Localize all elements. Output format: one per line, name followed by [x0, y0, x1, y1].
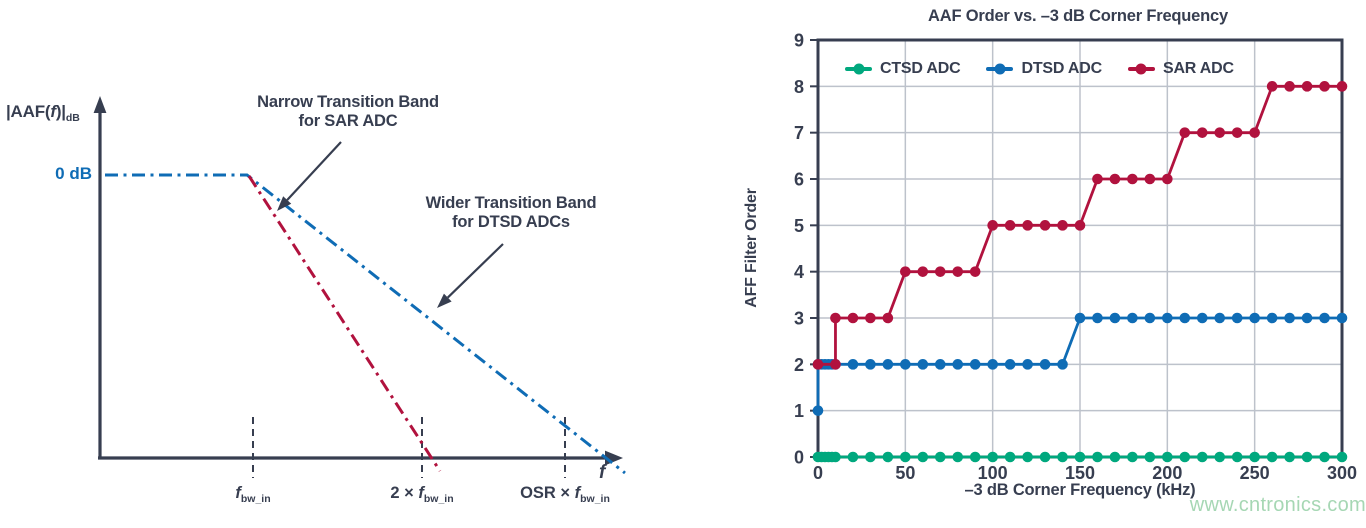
y-tick-label: 3 [794, 309, 804, 329]
axis-ticks-and-labels: 0 1 2 3 4 5 6 7 8 9 0 50 100 150 200 250 300 [794, 31, 1357, 484]
sar-adc-series [812, 81, 1348, 370]
y-tick-label: 9 [794, 31, 804, 51]
aaf-response-plot [93, 96, 626, 478]
x-tick-label: 150 [1065, 463, 1095, 483]
x-tick-label: 50 [895, 463, 915, 483]
aaf-order-plot: 0 1 2 3 4 5 6 7 8 9 0 50 100 150 200 250 300 [794, 31, 1357, 484]
legend: CTSD ADC DTSD ADC SAR ADC [845, 60, 1234, 78]
x-tick-label-osr-fbw: OSR × fbw_in [520, 484, 610, 505]
x-tick-label: 100 [978, 463, 1008, 483]
x-tick-label: 300 [1327, 463, 1357, 483]
sar-response-line [247, 175, 442, 472]
annotation-arrows [277, 141, 504, 308]
x-tick-label: 0 [813, 463, 823, 483]
y-tick-label: 0 [794, 448, 804, 468]
ctsd-dot-icon [853, 63, 864, 75]
watermark: www.cntronics.com [1189, 494, 1366, 516]
ctsd-line-marker-icon [845, 63, 872, 75]
series-markers [812, 81, 1348, 370]
y-tick-label: 6 [794, 170, 804, 190]
y-tick-label: 4 [794, 262, 804, 282]
annotation-narrow-transition-band: Narrow Transition Band for SAR ADC [257, 93, 439, 130]
y-tick-label: 7 [794, 123, 804, 143]
dtsd-response-line [105, 173, 626, 475]
ctsd-adc-series [812, 451, 1348, 463]
sar-line-marker-icon [1127, 63, 1155, 75]
series-markers [812, 451, 1348, 463]
x-axis-frequency-label: f [599, 462, 606, 483]
legend-item-sar: SAR ADC [1127, 60, 1234, 78]
y-tick-label: 5 [794, 216, 804, 236]
dtsd-dot-icon [994, 63, 1006, 75]
legend-item-dtsd: DTSD ADC [986, 60, 1102, 78]
x-tick-label-2x-fbw: 2 × fbw_in [390, 484, 454, 505]
x-axis-title: –3 dB Corner Frequency (kHz) [964, 481, 1196, 499]
legend-item-ctsd: CTSD ADC [845, 60, 961, 78]
y-tick-label: 8 [794, 77, 804, 97]
y-tick-label: 2 [794, 355, 804, 375]
x-tick-label: 250 [1240, 463, 1270, 483]
x-tick-label: 200 [1152, 463, 1182, 483]
y-axis-arrowhead-icon [93, 96, 107, 113]
sar-dot-icon [1135, 63, 1147, 75]
y-tick-label: 1 [794, 401, 804, 421]
left-y-axis-label: |AAF(f)|dB [6, 102, 80, 124]
annotation-wider-transition-band: Wider Transition Band for DTSD ADCs [425, 194, 597, 231]
x-tick-label-fbw: fbw_in [235, 484, 271, 505]
chart-title: AAF Order vs. –3 dB Corner Frequency [928, 7, 1228, 25]
gridlines [818, 40, 1342, 457]
left-diagram-graphics [93, 96, 626, 478]
zero-db-label: 0 dB [55, 164, 92, 183]
dtsd-line-marker-icon [986, 63, 1014, 75]
